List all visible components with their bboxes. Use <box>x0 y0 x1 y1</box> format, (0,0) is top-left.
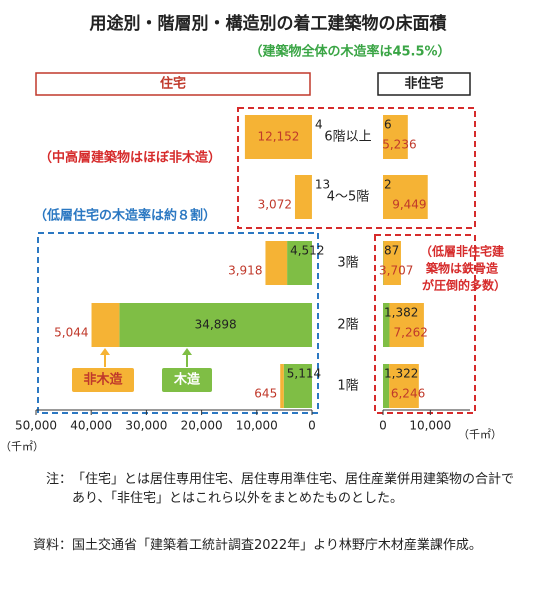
low-non-housing-box <box>374 234 476 414</box>
non-housing-header: 非住宅 <box>404 76 443 92</box>
x-tick-label: 30,000 <box>125 419 167 433</box>
note-text: 国土交通省「建築着工統計調査2022年」より林野庁木材産業課作成。 <box>72 538 482 553</box>
bar <box>383 364 390 408</box>
legend-label: 非木造 <box>83 372 123 388</box>
note-text: 「住宅」とは居住専用住宅、居住専用準住宅、居住産業併用建築物の合計であり、「非住… <box>72 472 515 506</box>
legend-arrowhead <box>100 348 110 355</box>
category-label: 3階 <box>337 256 358 271</box>
value-label: 5,044 <box>54 326 88 340</box>
value-label: 3,918 <box>228 264 262 278</box>
bar <box>383 175 428 219</box>
housing-header-box <box>35 72 311 96</box>
bar <box>119 303 312 347</box>
value-label: 6,246 <box>391 387 425 401</box>
note-label: 資料： <box>32 538 72 553</box>
x2-tick-label: 10,000 <box>409 419 451 433</box>
bar <box>383 115 408 159</box>
bar <box>383 303 390 347</box>
bar <box>287 241 312 285</box>
bar <box>294 175 312 219</box>
bar <box>389 303 424 347</box>
legend-swatch <box>162 368 212 392</box>
value-label: 5,114 <box>287 367 321 381</box>
value-label: 4 <box>315 118 323 132</box>
category-label: 4〜5階 <box>327 190 370 205</box>
value-label: 3,072 <box>258 198 292 212</box>
category-label: 6階以上 <box>324 130 371 145</box>
x-tick-label: 50,000 <box>15 419 57 433</box>
category-label: 1階 <box>337 379 358 394</box>
legend-arrowhead <box>182 348 192 355</box>
bar <box>383 241 401 285</box>
note-label: 注： <box>45 472 72 487</box>
bar <box>280 364 284 408</box>
x-tick-label: 20,000 <box>181 419 223 433</box>
x-tick-label: 10,000 <box>236 419 278 433</box>
axis-unit: （千㎡） <box>0 440 44 453</box>
x2-tick-label: 0 <box>379 419 387 433</box>
bar <box>283 364 312 408</box>
annotation: （中高層建築物はほぼ非木造） <box>39 150 221 166</box>
value-label: 4,512 <box>290 244 324 258</box>
value-label: 6 <box>384 118 392 132</box>
value-label: 2 <box>384 178 392 192</box>
note: 資料： 国土交通省「建築着工統計調査2022年」より林野庁木材産業課作成。 <box>28 536 518 555</box>
x-tick-label: 40,000 <box>70 419 112 433</box>
value-label: 645 <box>254 387 277 401</box>
housing-header: 住宅 <box>160 76 186 92</box>
subtitle: （建築物全体の木造率は45.5%） <box>249 44 450 60</box>
legend-swatch <box>72 368 134 392</box>
non-housing-header-box <box>377 72 471 96</box>
value-label: 9,449 <box>392 198 426 212</box>
bar <box>244 115 312 159</box>
value-label: 13 <box>315 178 330 192</box>
legend-label: 木造 <box>173 372 201 388</box>
value-label: 87 <box>384 244 399 258</box>
value-label: 3,707 <box>379 264 413 278</box>
chart-title: 用途別・階層別・構造別の着工建築物の床面積 <box>90 13 448 34</box>
category-label: 2階 <box>337 318 358 333</box>
value-label: 7,262 <box>394 326 428 340</box>
note: 注： 「住宅」とは居住専用住宅、居住専用準住宅、居住産業併用建築物の合計であり、「… <box>28 470 518 508</box>
bar <box>265 241 288 285</box>
value-label: 34,898 <box>195 318 237 332</box>
axis-unit: （千㎡） <box>458 428 502 441</box>
annotation: 築物は鉄骨造 <box>425 261 499 276</box>
annotation: （低層非住宅建 <box>420 244 505 259</box>
x-tick-label: 0 <box>308 419 316 433</box>
bar <box>91 303 120 347</box>
annotation: （低層住宅の木造率は約８割） <box>34 208 216 224</box>
low-housing-box <box>37 232 319 414</box>
annotation: が圧倒的多数） <box>422 278 506 293</box>
value-label: 12,152 <box>257 130 299 144</box>
bar <box>389 364 419 408</box>
value-label: 1,382 <box>384 306 418 320</box>
value-label: 5,236 <box>382 138 416 152</box>
value-label: 1,322 <box>384 367 418 381</box>
mid-high-box <box>237 107 476 229</box>
